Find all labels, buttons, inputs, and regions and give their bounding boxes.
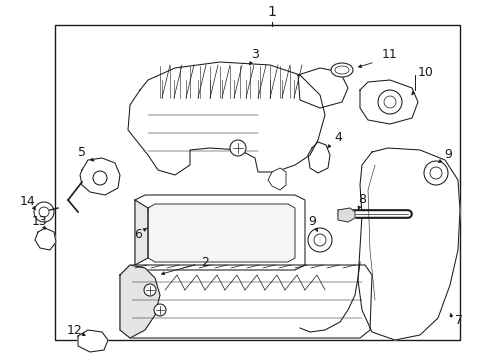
Polygon shape — [80, 158, 120, 195]
Ellipse shape — [330, 63, 352, 77]
Text: 1: 1 — [267, 5, 276, 19]
Circle shape — [307, 228, 331, 252]
Text: 13: 13 — [32, 216, 48, 229]
Text: 9: 9 — [443, 148, 451, 162]
Circle shape — [154, 304, 165, 316]
Circle shape — [34, 202, 54, 222]
Text: 8: 8 — [357, 193, 365, 207]
Polygon shape — [35, 228, 56, 250]
Circle shape — [313, 234, 325, 246]
Polygon shape — [128, 62, 325, 175]
Polygon shape — [148, 204, 294, 262]
Polygon shape — [78, 330, 108, 352]
Polygon shape — [357, 148, 459, 340]
Polygon shape — [307, 142, 329, 173]
Circle shape — [423, 161, 447, 185]
Circle shape — [93, 171, 107, 185]
Circle shape — [143, 284, 156, 296]
Polygon shape — [337, 208, 354, 222]
Circle shape — [429, 167, 441, 179]
Polygon shape — [297, 68, 347, 108]
Text: 6: 6 — [134, 228, 142, 240]
Circle shape — [377, 90, 401, 114]
Text: 5: 5 — [78, 147, 86, 159]
Text: 7: 7 — [454, 314, 462, 327]
Polygon shape — [135, 200, 148, 265]
Text: 2: 2 — [201, 256, 208, 269]
Text: 9: 9 — [307, 216, 315, 229]
Polygon shape — [120, 265, 160, 338]
Circle shape — [229, 140, 245, 156]
Circle shape — [39, 207, 49, 217]
Polygon shape — [120, 265, 371, 338]
Polygon shape — [359, 80, 417, 124]
Polygon shape — [267, 168, 285, 190]
Text: 14: 14 — [20, 195, 36, 208]
Polygon shape — [135, 195, 305, 270]
Ellipse shape — [334, 66, 348, 74]
Text: 11: 11 — [381, 49, 397, 62]
Text: 12: 12 — [67, 324, 82, 337]
Circle shape — [383, 96, 395, 108]
Text: 10: 10 — [417, 66, 433, 78]
Text: 4: 4 — [333, 131, 341, 144]
Text: 3: 3 — [250, 49, 259, 62]
Bar — [55, 25, 459, 340]
